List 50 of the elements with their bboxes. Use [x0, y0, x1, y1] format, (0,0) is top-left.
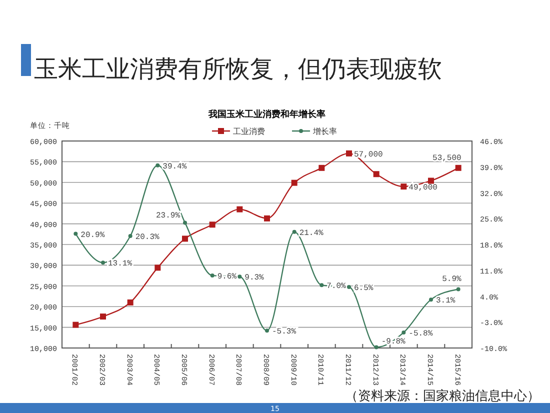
point	[101, 260, 105, 265]
data-label: 23.9%	[156, 212, 180, 221]
point	[74, 232, 78, 236]
point	[156, 163, 160, 168]
point	[183, 220, 187, 225]
data-label: 6.5%	[354, 284, 374, 294]
data-label: 49,000	[408, 184, 438, 193]
point	[210, 274, 214, 278]
data-label: 57,000	[354, 150, 384, 160]
point	[429, 298, 433, 302]
point	[347, 285, 351, 290]
point	[291, 180, 298, 186]
point	[100, 314, 106, 320]
data-label: 9.3%	[244, 274, 264, 283]
point	[154, 264, 161, 271]
text: （资料来源：国家粮油信息中心）	[345, 388, 540, 404]
point	[292, 230, 296, 234]
point	[72, 322, 79, 328]
data-label: 53,500	[432, 154, 462, 163]
point	[456, 287, 460, 292]
chart-title: 玉米工业消费有所恢复，但仍表现疲软	[34, 55, 442, 83]
point	[238, 274, 242, 279]
point	[400, 184, 407, 190]
point	[209, 222, 216, 228]
data-label: 5.9%	[442, 275, 462, 284]
point	[236, 206, 243, 212]
point	[346, 150, 352, 156]
chart-subtitle: 我国玉米工业消费和年增长率	[208, 109, 326, 120]
point	[455, 164, 462, 171]
point	[182, 236, 188, 242]
point	[320, 283, 324, 288]
point	[373, 171, 380, 178]
data-label: 20.9%	[80, 230, 105, 240]
point	[402, 330, 406, 334]
data-label: -5.8%	[408, 329, 433, 338]
legend-label: 增长率	[312, 127, 337, 136]
point	[428, 178, 434, 184]
point	[374, 345, 378, 350]
point	[128, 234, 132, 238]
data-label: 3.1%	[436, 296, 456, 306]
data-label: 13.1%	[108, 260, 132, 269]
data-label: 39.4%	[162, 162, 187, 172]
point	[318, 164, 325, 171]
data-label: 20.3%	[135, 233, 160, 242]
data-label: -5.3%	[272, 328, 296, 337]
legend-label: 工业消费	[233, 127, 265, 136]
point	[265, 328, 269, 333]
point	[127, 299, 134, 306]
data-label: 21.4%	[299, 228, 324, 238]
point	[264, 215, 270, 222]
